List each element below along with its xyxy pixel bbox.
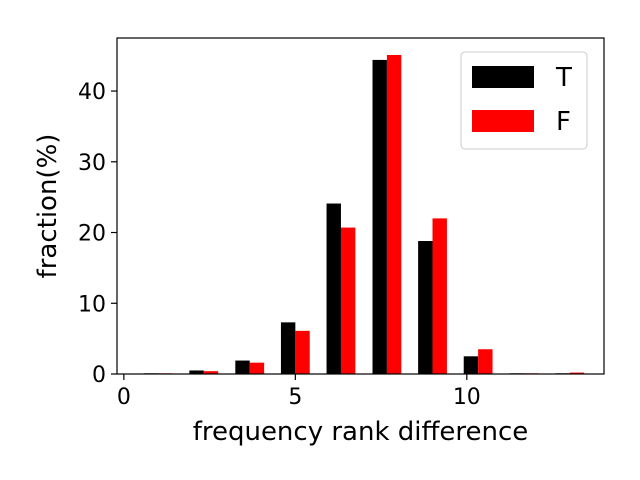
legend-label-F: F [556,107,571,137]
bar-T-4 [326,203,341,374]
x-axis-label: frequency rank difference [193,417,529,447]
y-tick-label: 40 [78,80,106,105]
bar-F-3 [295,330,310,374]
bars-layer [143,54,585,375]
bar-F-9 [569,372,585,374]
bar-F-2 [249,362,265,374]
bar-T-3 [280,322,296,374]
x-tick-label: 10 [453,385,481,410]
y-tick-label: 20 [78,222,106,247]
bar-T-5 [372,59,387,375]
y-tick-label: 0 [92,363,106,388]
y-tick-label: 30 [78,151,106,176]
x-tick-label: 5 [288,385,302,410]
bar-F-1 [203,371,219,374]
bar-F-5 [386,54,402,375]
bar-F-7 [478,349,493,374]
legend-swatch-T [472,66,534,88]
plot-frame [116,37,605,375]
bar-F-6 [432,218,447,374]
y-tick-label: 10 [78,292,106,317]
bar-T-1 [189,370,204,374]
bar-T-6 [418,241,433,374]
bar-T-2 [235,360,250,374]
x-tick-label: 0 [117,385,131,410]
axes-layer: 0 5 10 0 10 20 30 40 [78,37,605,410]
legend-label-T: T [555,63,572,93]
bar-T-7 [463,356,479,374]
legend-swatch-F [472,110,534,132]
legend: TF [460,51,588,150]
y-axis-label: fraction(%) [33,134,63,279]
bar-F-4 [340,227,356,374]
